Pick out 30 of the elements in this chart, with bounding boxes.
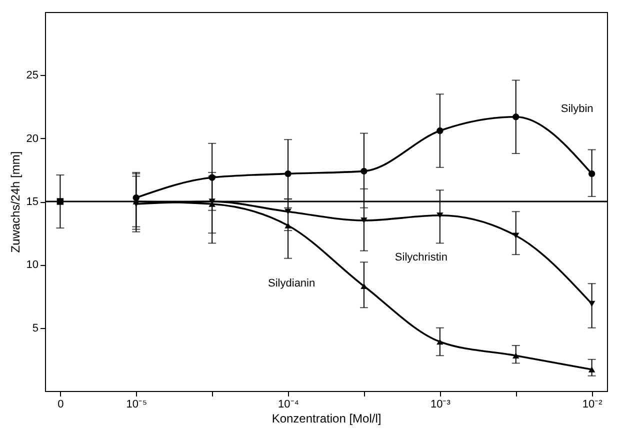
point bbox=[360, 218, 368, 224]
point bbox=[436, 212, 444, 218]
y-tick-label: 10 bbox=[26, 259, 38, 272]
y-axis-title: Zuwachs/24h [mm] bbox=[8, 151, 22, 253]
x-tick-label: 10⁻⁵ bbox=[126, 398, 148, 410]
point bbox=[512, 352, 520, 359]
point bbox=[360, 283, 368, 290]
x-axis-title: Konzentration [Mol/l] bbox=[272, 412, 382, 426]
x-tick-label: 10⁻⁴ bbox=[278, 398, 300, 410]
x-tick-label: 10⁻² bbox=[582, 398, 603, 410]
y-tick-label: 5 bbox=[32, 322, 38, 334]
point bbox=[436, 338, 444, 345]
point bbox=[56, 198, 64, 205]
y-tick-label: 25 bbox=[26, 70, 38, 82]
point bbox=[588, 366, 596, 372]
x-tick-label: 10⁻³ bbox=[430, 398, 451, 410]
y-tick-label: 20 bbox=[26, 132, 38, 145]
point bbox=[360, 168, 368, 175]
point bbox=[512, 114, 520, 120]
x-tick-label: 0 bbox=[58, 398, 64, 410]
text: Silychristin bbox=[394, 251, 448, 264]
series-label: Silybin bbox=[560, 102, 594, 115]
text: Silydianin bbox=[268, 278, 316, 290]
point bbox=[588, 170, 596, 178]
y-tick-label: 15 bbox=[26, 196, 38, 208]
point bbox=[284, 222, 292, 228]
point bbox=[588, 300, 596, 307]
point bbox=[436, 127, 444, 134]
point bbox=[284, 170, 292, 178]
point bbox=[512, 232, 520, 239]
